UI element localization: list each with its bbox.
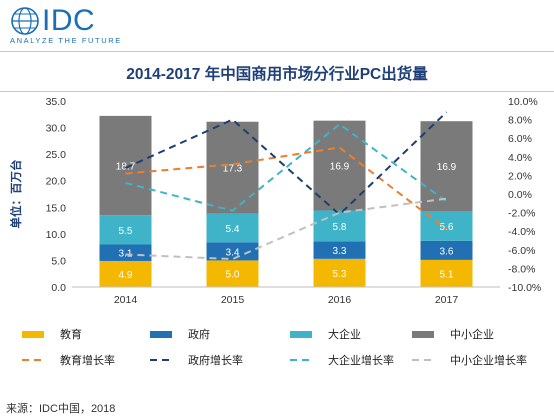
bar-segment (313, 210, 366, 242)
legend-label: 教育 (60, 327, 82, 341)
source-note: 来源：IDC中国，2018 (6, 403, 116, 415)
header-divider (0, 51, 554, 52)
growth-line (125, 146, 448, 231)
bar-value-label: 5.6 (440, 222, 454, 233)
y2-tick-label: 4.0% (508, 152, 532, 164)
y2-tick-label: -6.0% (508, 245, 535, 257)
globe-icon (11, 7, 39, 35)
y2-tick-label: -2.0% (508, 208, 535, 220)
legend-label: 大企业 (328, 327, 361, 341)
y-tick-label: 25.0 (46, 149, 67, 161)
y2-tick-label: -4.0% (508, 226, 535, 238)
bar-segment (99, 244, 152, 261)
bar-value-label: 5.5 (119, 226, 133, 237)
legend-label: 政府增长率 (188, 353, 243, 367)
y-tick-label: 15.0 (46, 202, 67, 214)
y-tick-label: 20.0 (46, 176, 67, 188)
bar-value-label: 5.3 (333, 269, 347, 280)
bar-value-label: 16.9 (330, 162, 350, 173)
idc-logo: IDC ANALYZE THE FUTURE (8, 4, 138, 46)
y2-tick-label: 2.0% (508, 170, 532, 182)
bar-segment (420, 121, 473, 212)
bar-value-label: 5.0 (226, 270, 240, 281)
growth-line (125, 111, 448, 216)
brand-tagline: ANALYZE THE FUTURE (10, 36, 122, 45)
bar-value-label: 5.8 (333, 222, 347, 233)
legend-label: 中小企业增长率 (450, 353, 527, 367)
y-axis-label: 单位：百万台 (9, 160, 23, 229)
bar-value-label: 4.9 (119, 270, 133, 281)
legend-label: 教育增长率 (60, 353, 115, 367)
x-tick-label: 2017 (435, 294, 459, 306)
growth-line (125, 197, 447, 261)
bar-segment (206, 121, 259, 214)
bar-value-label: 5.1 (440, 269, 454, 280)
bar-segment (99, 115, 152, 216)
y2-tick-label: -8.0% (508, 263, 535, 275)
bar-segment (99, 215, 152, 245)
legend-swatch (412, 331, 434, 338)
bar-value-label: 3.6 (440, 246, 454, 257)
bar-segment (206, 242, 259, 261)
x-tick-label: 2014 (114, 294, 138, 306)
brand-name: IDC (42, 4, 96, 37)
y2-tick-label: 6.0% (508, 133, 532, 145)
bar-segment (420, 240, 473, 260)
y-tick-label: 10.0 (46, 229, 67, 241)
y-tick-label: 5.0 (51, 255, 66, 267)
bar-segment (99, 260, 152, 287)
chart-title: 2014-2017 年中国商用市场分行业PC出货量 (126, 66, 428, 83)
y-tick-label: 0.0 (51, 282, 66, 294)
bar-segment (420, 259, 473, 287)
y2-tick-label: 0.0% (508, 189, 532, 201)
bar-segment (206, 213, 259, 243)
title-divider (0, 91, 554, 92)
bar-value-label: 16.9 (437, 162, 457, 173)
y2-tick-label: 10.0% (508, 96, 538, 108)
legend-swatch (22, 331, 44, 338)
legend-label: 中小企业 (450, 327, 494, 341)
bar-value-label: 17.3 (223, 164, 243, 175)
x-tick-label: 2016 (328, 294, 352, 306)
bar-value-label: 3.4 (226, 247, 240, 258)
legend-swatch (290, 331, 312, 338)
bar-segment (313, 241, 366, 259)
bar-value-label: 3.3 (333, 246, 347, 257)
y2-tick-label: -10.0% (508, 282, 541, 294)
legend-swatch (150, 331, 172, 338)
legend-label: 大企业增长率 (328, 353, 394, 367)
bar-segment (206, 260, 259, 287)
bar-value-label: 5.4 (226, 224, 240, 235)
y-tick-label: 30.0 (46, 123, 67, 135)
x-tick-label: 2015 (221, 294, 245, 306)
bar-segment (313, 258, 366, 287)
y2-tick-label: 8.0% (508, 115, 532, 127)
legend-label: 政府 (188, 327, 210, 341)
growth-line (125, 122, 448, 212)
y-tick-label: 35.0 (46, 96, 67, 108)
